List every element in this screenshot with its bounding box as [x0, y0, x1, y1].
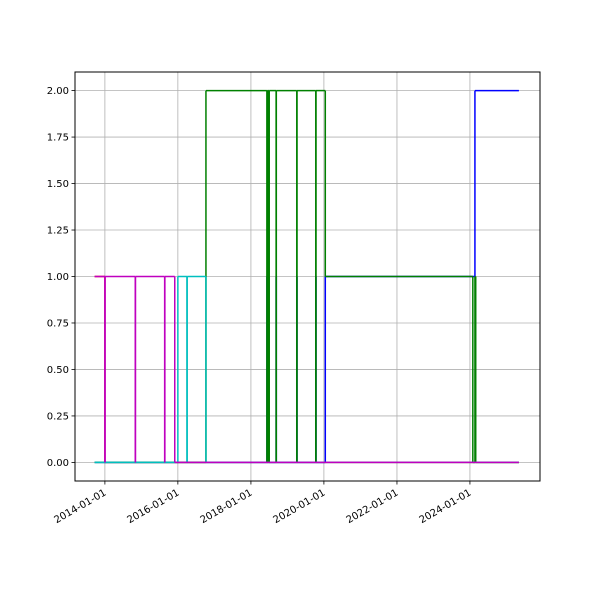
y-tick-label: 1.50 — [47, 179, 69, 190]
y-tick-label: 1.00 — [47, 272, 69, 283]
y-tick-label: 2.00 — [47, 86, 69, 97]
y-tick-label: 0.75 — [47, 318, 69, 329]
series — [94, 275, 519, 464]
lines — [94, 89, 519, 464]
y-tick-label: 1.75 — [47, 133, 69, 144]
y-tick-label: 1.25 — [47, 226, 69, 237]
y-tick-label: 0.25 — [47, 411, 69, 422]
y-tick-label: 0.00 — [47, 458, 69, 469]
y-tick-label: 0.50 — [47, 365, 69, 376]
